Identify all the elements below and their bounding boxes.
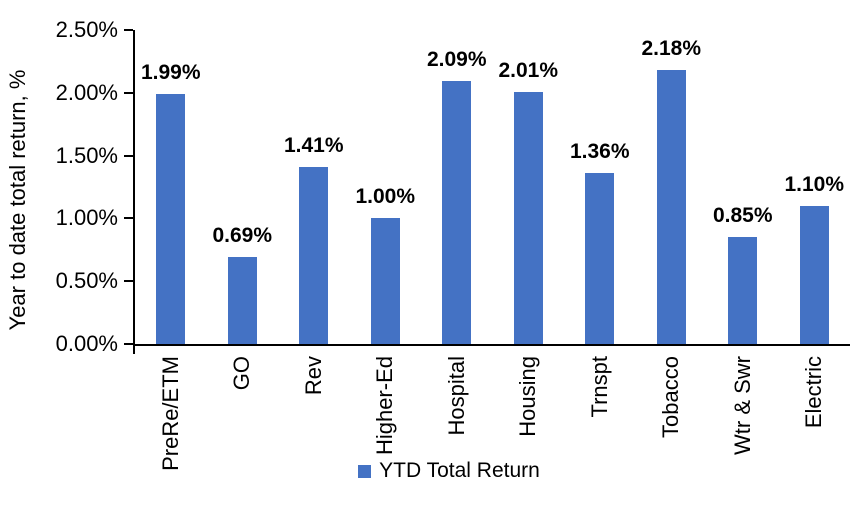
y-tick-mark [124, 29, 133, 31]
bar-value-label: 0.69% [212, 224, 273, 247]
y-tick-mark [124, 217, 133, 220]
bar-value-label: 0.85% [712, 204, 773, 227]
bar-value-label: 2.18% [641, 37, 702, 60]
bar-Trnspt [585, 173, 615, 344]
bar-Housing [513, 92, 543, 344]
y-tick-mark [124, 91, 133, 94]
y-tick-label: 1.50% [55, 142, 118, 168]
x-tick-label: Rev [300, 356, 326, 396]
x-tick-label: PreRe/ETM [157, 356, 183, 471]
x-tick-label: Trnspt [586, 356, 612, 418]
bar-Electric [799, 206, 829, 344]
bar-value-label: 1.00% [355, 185, 416, 208]
y-tick-mark [124, 154, 133, 157]
bar-Higher-Ed [370, 218, 400, 344]
y-tick-label: 1.00% [55, 205, 118, 231]
x-tick-label: Electric [801, 356, 827, 429]
bar-Rev [299, 167, 329, 344]
x-tick-label: Wtr & Swr [729, 356, 755, 455]
bar-value-label: 2.09% [426, 48, 487, 71]
bar-Hospital [442, 81, 472, 344]
x-tick-label: Housing [515, 356, 541, 437]
plot-area [133, 30, 850, 346]
legend-swatch-icon [358, 464, 372, 478]
legend: YTD Total Return [23, 458, 852, 484]
y-tick-label: 2.00% [55, 79, 118, 105]
bar-Wtr & Swr [728, 237, 758, 344]
y-tick-label: 2.50% [55, 17, 118, 42]
y-tick-mark [124, 280, 133, 283]
bar-value-label: 1.99% [140, 61, 201, 84]
x-tick-label: GO [229, 356, 255, 391]
bar-value-label: 1.10% [784, 173, 845, 196]
legend-label: YTD Total Return [379, 459, 540, 482]
x-tick-label: Hospital [443, 356, 469, 436]
bar-value-label: 2.01% [498, 59, 559, 82]
bar-GO [227, 257, 257, 344]
bar-Tobacco [656, 70, 686, 344]
y-tick-label: 0.00% [55, 331, 118, 356]
x-tick-label: Tobacco [658, 356, 684, 438]
x-axis-tick-mark [133, 346, 135, 354]
y-tick-label: 0.50% [55, 268, 118, 294]
y-tick-mark [124, 343, 133, 345]
x-tick-label: Higher-Ed [372, 356, 398, 456]
bar-PreRe/ETM [156, 94, 186, 344]
bar-value-label: 1.36% [569, 140, 630, 163]
y-axis-title: Year to date total return, % [5, 69, 30, 331]
bar-value-label: 1.41% [283, 134, 344, 157]
